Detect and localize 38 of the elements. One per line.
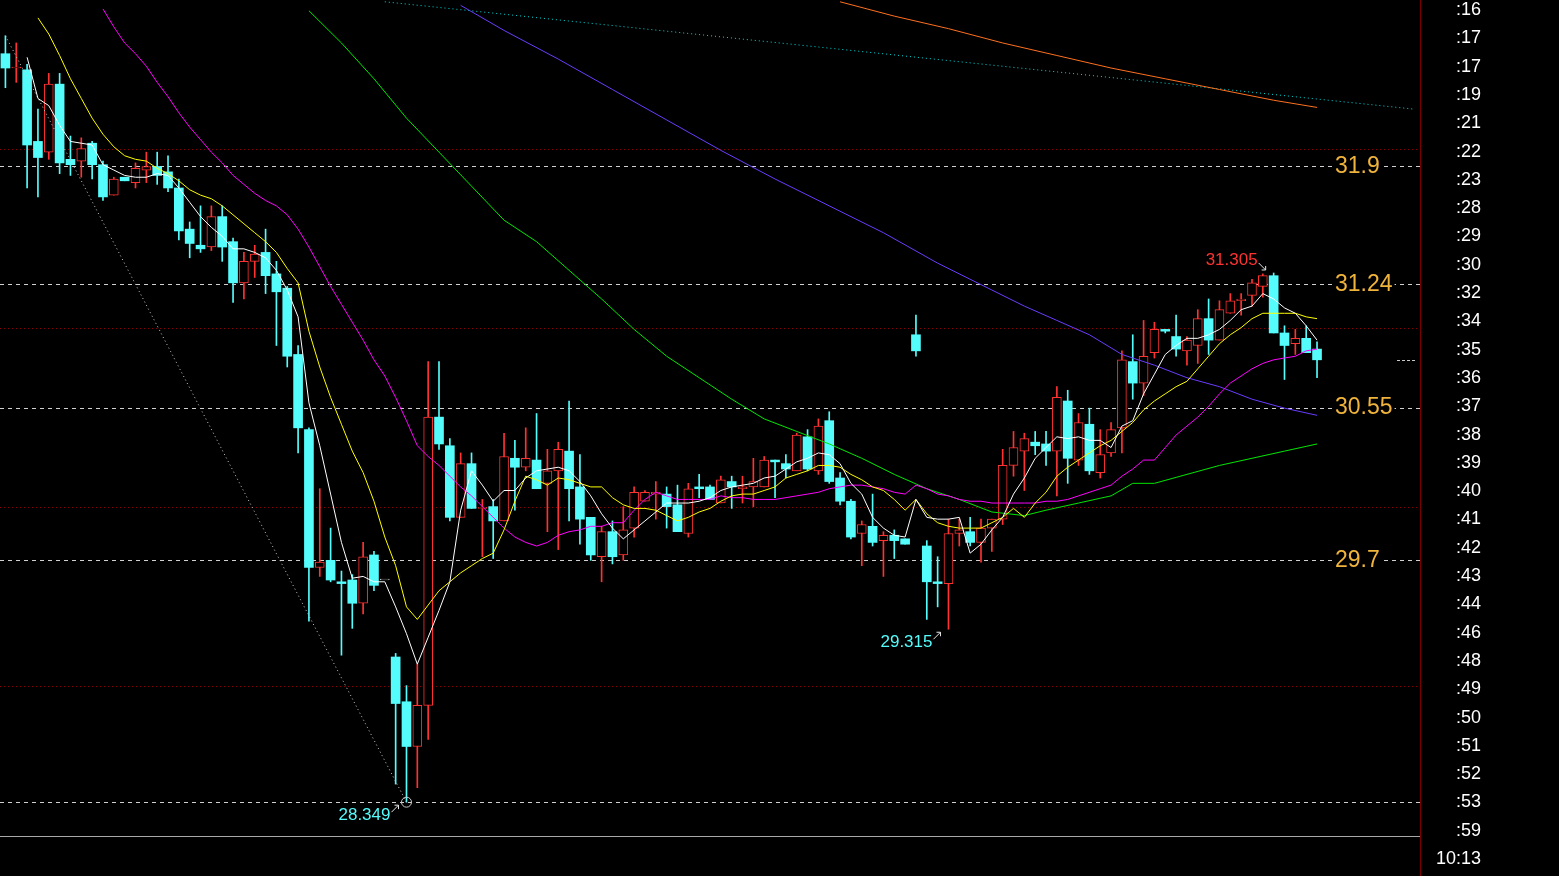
y-tick-label: 30.55 (1335, 393, 1393, 420)
text: :21 (1455, 112, 1481, 133)
text: :19 (1455, 83, 1481, 104)
text: 28.349 (338, 804, 391, 824)
text: :49 (1455, 678, 1481, 699)
text: :59 (1455, 819, 1481, 840)
text: :17 (1455, 55, 1481, 76)
text: :17 (1455, 27, 1481, 48)
text: :37 (1455, 395, 1481, 416)
text: :42 (1455, 536, 1481, 557)
text: :22 (1455, 140, 1481, 161)
text: :43 (1455, 565, 1481, 585)
text: :16 (1455, 0, 1481, 19)
text: :44 (1455, 593, 1481, 614)
text: :50 (1455, 706, 1481, 727)
y-tick-label: 31.9 (1335, 151, 1380, 178)
text: :29 (1455, 225, 1481, 246)
text: :36 (1455, 366, 1481, 387)
text: 10:13 (1435, 848, 1481, 868)
text: 31.305 (1205, 249, 1258, 269)
text: :23 (1455, 168, 1481, 189)
y-tick-label: 29.7 (1335, 545, 1380, 572)
text: :48 (1455, 649, 1481, 670)
y-tick-label: 31.24 (1335, 269, 1393, 296)
text: :30 (1455, 253, 1481, 274)
text: :53 (1455, 791, 1481, 812)
text: :46 (1455, 621, 1481, 642)
text: :41 (1455, 508, 1481, 529)
text: :52 (1455, 763, 1481, 784)
text: :34 (1455, 310, 1481, 331)
text: :39 (1455, 451, 1481, 472)
text: :38 (1455, 423, 1481, 444)
text: 29.315 (880, 631, 933, 651)
text: :51 (1455, 734, 1481, 755)
text: :40 (1455, 480, 1481, 501)
text: :32 (1455, 282, 1481, 302)
text: :28 (1455, 197, 1481, 218)
text: :35 (1455, 338, 1481, 359)
